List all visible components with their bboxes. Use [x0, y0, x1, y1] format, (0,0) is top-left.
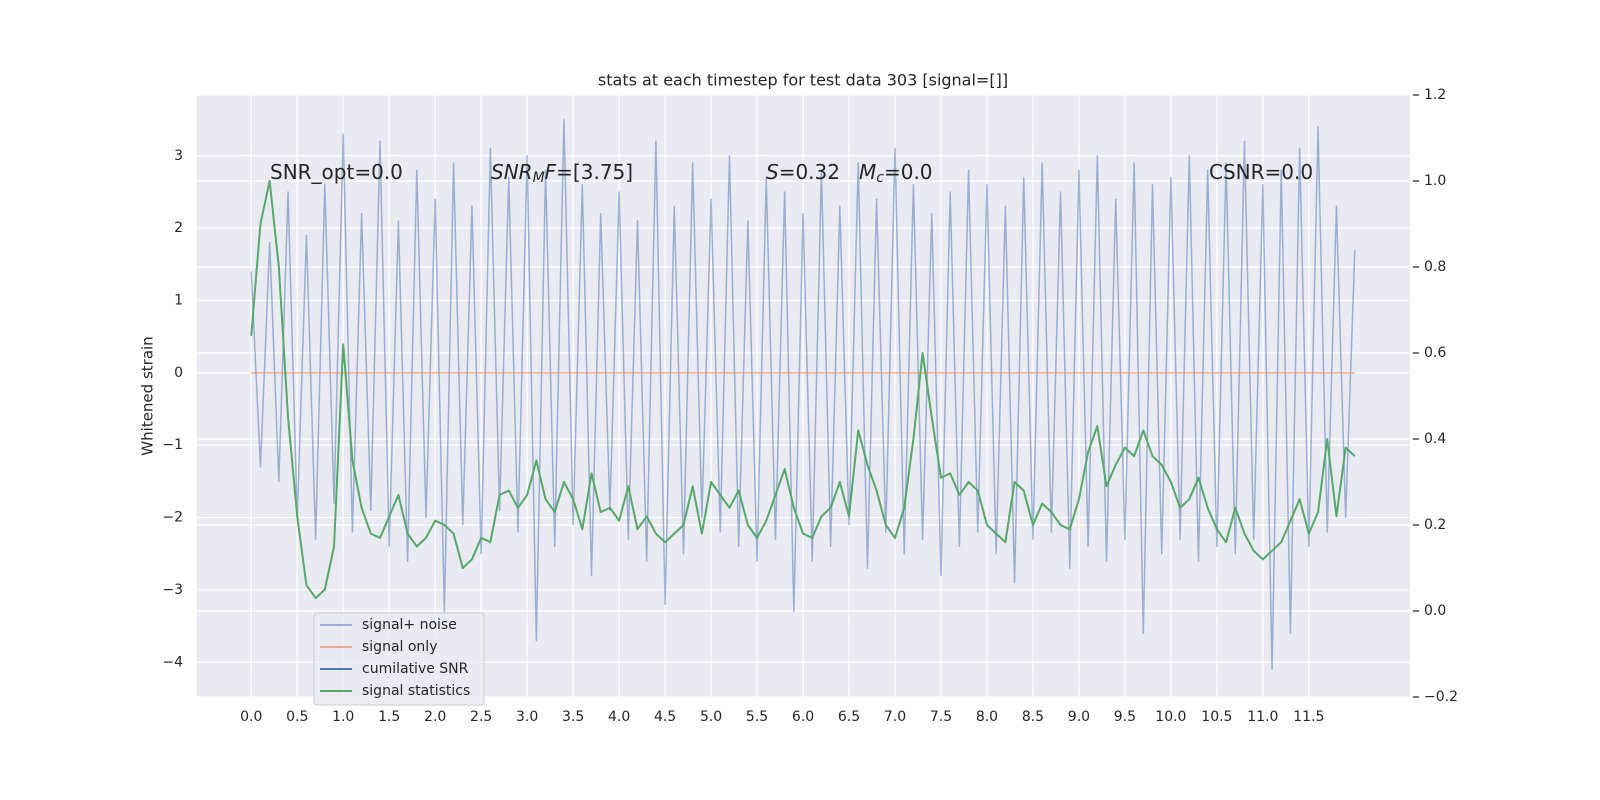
x-tick-label: 4.5 [654, 709, 676, 725]
annotation-part: M [859, 160, 876, 184]
y2-tick-label: 0.8 [1424, 259, 1446, 275]
annotation-part: SNR_opt=0.0 [270, 160, 403, 184]
y-axis-label: Whitened strain [139, 336, 157, 455]
x-tick-label: 2.0 [424, 709, 446, 725]
x-tick-label: 4.0 [608, 709, 630, 725]
legend-label: signal+ noise [362, 617, 457, 633]
x-tick-label: 10.0 [1155, 709, 1186, 725]
y-tick-label: −4 [162, 654, 183, 670]
annotation: S=0.32 [766, 160, 840, 184]
y2-tick-label: −0.2 [1424, 689, 1458, 705]
annotation: Mc=0.0 [859, 160, 933, 187]
x-tick-label: 5.5 [746, 709, 768, 725]
x-tick-label: 7.5 [930, 709, 952, 725]
x-tick-label: 11.5 [1293, 709, 1324, 725]
x-tick-label: 10.5 [1201, 709, 1232, 725]
annotation-part: SNR [491, 160, 533, 184]
y-tick-label: 3 [174, 148, 183, 164]
legend-box [313, 612, 485, 706]
series-line [250, 180, 1356, 600]
annotation-part: =0.0 [884, 160, 933, 184]
x-tick-label: 8.0 [976, 709, 998, 725]
annotation-part: =[3.75] [556, 160, 633, 184]
annotation-part: c [876, 170, 884, 186]
x-tick-label: 6.5 [838, 709, 860, 725]
y-tick-label: 1 [174, 292, 183, 308]
x-tick-label: 9.5 [1114, 709, 1136, 725]
x-tick-label: 11.0 [1247, 709, 1278, 725]
x-tick-label: 3.5 [562, 709, 584, 725]
x-tick-label: 8.5 [1022, 709, 1044, 725]
x-tick-label: 1.0 [332, 709, 354, 725]
x-tick-label: 9.0 [1068, 709, 1090, 725]
x-tick-label: 0.5 [286, 709, 308, 725]
y2-tick-label: 0.0 [1424, 603, 1446, 619]
x-tick-label: 1.5 [378, 709, 400, 725]
annotation-part: CSNR=0.0 [1209, 160, 1313, 184]
annotation: SNR_opt=0.0 [270, 160, 403, 184]
legend-label: cumilative SNR [362, 661, 469, 677]
annotation: SNRMF=[3.75] [491, 160, 633, 187]
y-tick-label: 2 [174, 220, 183, 236]
chart-title: stats at each timestep for test data 303… [598, 71, 1008, 90]
annotation-part: =0.32 [779, 160, 840, 184]
y-tick-label: 0 [174, 365, 183, 381]
y2-tick-label: 1.0 [1424, 173, 1446, 189]
annotation-part: M [533, 170, 545, 186]
annotation-part: S [766, 160, 779, 184]
y-tick-label: −1 [162, 437, 183, 453]
legend-label: signal only [362, 639, 437, 655]
x-tick-label: 3.0 [516, 709, 538, 725]
series-line [250, 118, 1356, 671]
y2-tick-label: 0.4 [1424, 431, 1446, 447]
y-tick-label: −2 [162, 510, 183, 526]
x-tick-label: 0.0 [240, 709, 262, 725]
annotation-part: F [545, 160, 557, 184]
y2-tick-label: 1.2 [1424, 87, 1446, 103]
y2-tick-label: 0.6 [1424, 345, 1446, 361]
x-tick-label: 5.0 [700, 709, 722, 725]
x-tick-label: 7.0 [884, 709, 906, 725]
y2-tick-label: 0.2 [1424, 517, 1446, 533]
x-tick-label: 6.0 [792, 709, 814, 725]
legend-label: signal statistics [362, 683, 470, 699]
x-tick-label: 2.5 [470, 709, 492, 725]
annotation: CSNR=0.0 [1209, 160, 1313, 184]
y-tick-label: −3 [162, 582, 183, 598]
